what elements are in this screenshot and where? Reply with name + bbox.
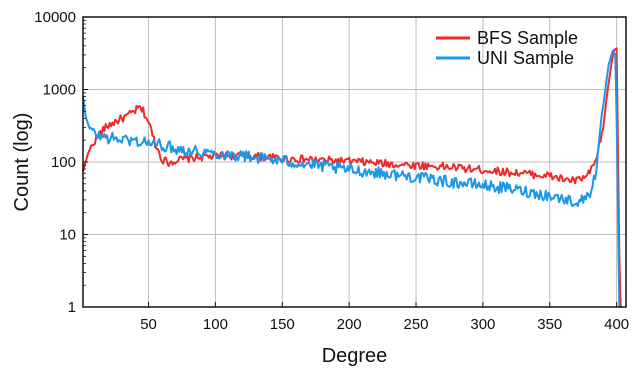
series-line-uni bbox=[82, 50, 621, 308]
x-axis-title: Degree bbox=[322, 345, 388, 367]
y-axis-ticks: 1 10 100 1000 10000 bbox=[34, 9, 88, 316]
series-line-bfs bbox=[82, 47, 622, 308]
legend-label: UNI Sample bbox=[477, 48, 574, 68]
series-lines bbox=[82, 47, 622, 308]
y-axis-title: Count (log) bbox=[11, 113, 33, 212]
y-tick-label: 100 bbox=[51, 154, 76, 171]
x-tick-label: 150 bbox=[270, 316, 295, 333]
y-tick-label: 10 bbox=[59, 227, 76, 244]
y-tick-label: 10000 bbox=[34, 9, 76, 26]
x-tick-label: 300 bbox=[470, 316, 495, 333]
x-tick-label: 200 bbox=[337, 316, 362, 333]
y-tick-label: 1000 bbox=[43, 82, 76, 99]
x-tick-label: 400 bbox=[604, 316, 629, 333]
x-tick-label: 50 bbox=[140, 316, 157, 333]
y-tick-label: 1 bbox=[68, 299, 76, 316]
grid bbox=[83, 17, 626, 307]
x-tick-label: 250 bbox=[404, 316, 429, 333]
x-tick-label: 350 bbox=[537, 316, 562, 333]
legend-label: BFS Sample bbox=[477, 28, 578, 48]
x-axis-ticks: 50 100 150 200 250 300 350 400 bbox=[140, 302, 629, 333]
x-tick-label: 100 bbox=[203, 316, 228, 333]
